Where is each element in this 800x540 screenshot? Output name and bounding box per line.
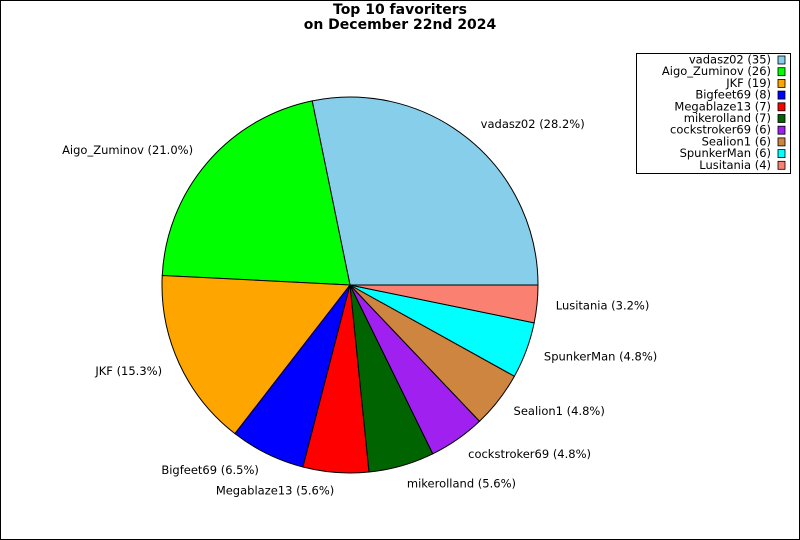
chart-title: Top 10 favoriters: [333, 2, 467, 18]
slice-label: vadasz02 (28.2%): [481, 117, 585, 131]
pie-slice: [349, 284, 539, 324]
legend-swatch: [777, 90, 786, 100]
legend-swatch: [777, 79, 786, 88]
legend-swatch: [777, 55, 786, 65]
legend-swatch: [777, 125, 786, 135]
legend-label: cockstroker69 (6): [670, 123, 771, 137]
legend-label: Bigfeet69 (8): [695, 88, 771, 102]
slice-label: Aigo_Zuminov (21.0%): [62, 143, 193, 157]
legend-box: [636, 53, 791, 174]
slice-label: Megablaze13 (5.6%): [216, 484, 334, 498]
legend-label: JKF (19): [725, 76, 771, 90]
slice-label: JKF (15.3%): [94, 364, 162, 378]
legend-label: vadasz02 (35): [689, 53, 771, 67]
slice-label: Bigfeet69 (6.5%): [161, 463, 259, 477]
legend-label: mikerolland (7): [684, 111, 771, 125]
legend-label: Sealion1 (6): [702, 134, 771, 148]
slice-label: SpunkerMan (4.8%): [544, 349, 657, 363]
chart-title: on December 22nd 2024: [304, 17, 497, 33]
legend-label: Lusitania (4): [699, 158, 771, 172]
slice-label: cockstroker69 (4.8%): [468, 447, 591, 461]
legend-swatch: [777, 114, 786, 123]
slice-label: Lusitania (3.2%): [556, 298, 650, 312]
legend-swatch: [777, 137, 786, 147]
legend-swatch: [777, 160, 786, 170]
slice-label: mikerolland (5.6%): [407, 476, 516, 490]
pie-slice: [161, 274, 351, 435]
slice-label: Sealion1 (4.8%): [514, 404, 605, 418]
legend-swatch: [777, 149, 786, 159]
pie-slice: [161, 100, 351, 286]
legend-swatch: [777, 67, 786, 77]
legend-label: Megablaze13 (7): [674, 99, 771, 113]
legend-label: Aigo_Zuminov (26): [662, 64, 771, 78]
pie-slice: [311, 96, 539, 286]
legend-swatch: [777, 102, 786, 112]
legend-label: SpunkerMan (6): [680, 146, 771, 160]
